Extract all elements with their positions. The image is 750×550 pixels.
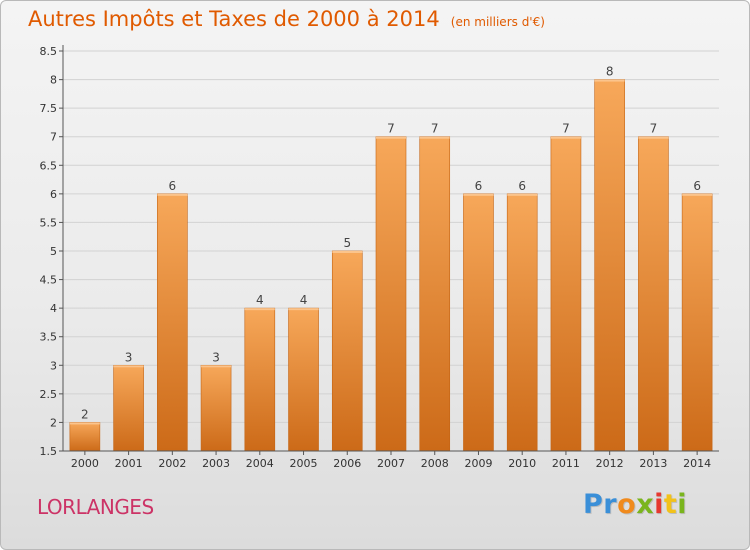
bar-highlight [69,422,100,425]
y-tick-label: 2.5 [40,388,58,401]
bar [375,136,407,452]
bar [331,250,363,452]
data-label: 2 [81,407,89,421]
bar [550,136,582,452]
x-tick-label: 2000 [71,457,99,470]
bars [69,79,713,452]
bar-highlight [682,193,713,196]
bar [200,364,232,452]
y-tick-label: 2 [50,416,57,429]
bar-highlight [113,365,144,368]
bar [69,422,101,452]
y-tick-labels: 1.5 2 2.5 3 3.5 4 4.5 5 5.5 6 6.5 7 7.5 8 8.5 [40,45,58,458]
x-tick-label: 2006 [333,457,361,470]
y-tick-label: 6 [50,188,57,201]
data-label: 3 [212,350,220,364]
axes [59,45,719,455]
y-tick-label: 6.5 [40,159,58,172]
logo-letter: t [663,489,678,520]
data-label: 7 [387,122,395,136]
y-tick-label: 5 [50,245,57,258]
chart-title: Autres Impôts et Taxes de 2000 à 2014 (e… [28,7,545,31]
bar-highlight [638,136,669,139]
y-tick-label: 3.5 [40,331,58,344]
bar-highlight [288,308,319,311]
bar-highlight [507,193,538,196]
y-tick-label: 8.5 [40,45,58,58]
data-label: 4 [300,293,308,307]
bar [594,79,625,452]
data-label: 5 [343,236,351,250]
data-label: 6 [169,179,177,193]
bar-highlight [244,308,275,311]
logo-letter: P [583,489,604,520]
bar [113,364,144,452]
x-tick-label: 2004 [246,457,274,470]
data-label: 7 [562,122,570,136]
bar-highlight [157,193,188,196]
bar [244,307,276,452]
bar [157,193,188,452]
x-tick-label: 2001 [115,457,143,470]
data-label: 7 [650,122,658,136]
data-label: 4 [256,293,264,307]
bar-highlight [332,251,363,253]
y-tick-label: 7.5 [40,102,58,115]
x-tick-label: 2014 [683,457,711,470]
logo-letter: i [677,489,688,520]
data-label: 6 [693,179,701,193]
x-tick-label: 2009 [464,457,492,470]
data-label: 6 [518,179,526,193]
x-tick-label: 2010 [508,457,536,470]
y-tick-label: 5.5 [40,216,58,229]
y-tick-label: 4.5 [40,274,58,287]
x-tick-label: 2002 [158,457,186,470]
logo-letter: x [636,489,655,520]
commune-name: LORLANGES [37,495,154,519]
proxiti-logo: Proxiti [583,489,687,520]
bar-highlight [201,365,232,368]
y-tick-label: 3 [50,359,57,372]
data-label: 6 [475,179,483,193]
bar [638,136,669,452]
chart-title-unit: (en milliers d'€) [450,15,545,29]
data-label: 8 [606,65,614,79]
bar-highlight [376,136,406,139]
bar [419,136,451,452]
bar [288,307,319,452]
x-tick-labels: 2000 2001 2002 2003 2004 2005 2006 2007 2008 2009… [71,457,711,470]
x-tick-label: 2007 [377,457,405,470]
data-label: 3 [125,350,133,364]
x-tick-label: 2012 [596,457,624,470]
logo-letter: o [617,489,637,520]
x-tick-label: 2008 [421,457,449,470]
bar-highlight [594,79,625,82]
logo-letter: i [654,489,664,520]
chart-title-main: Autres Impôts et Taxes de 2000 à 2014 [28,7,440,31]
bar-highlight [550,136,581,139]
x-tick-label: 2013 [639,457,667,470]
x-tick-label: 2003 [202,457,230,470]
y-tick-label: 1.5 [40,445,58,458]
data-labels: 2 3 6 3 4 4 5 7 7 6 6 7 8 7 6 [81,65,701,422]
y-tick-label: 7 [50,131,57,144]
bar [681,193,713,452]
data-label: 7 [431,122,439,136]
bar-highlight [419,136,450,139]
bar [463,193,494,452]
logo-letter: r [603,489,618,520]
x-tick-label: 2005 [290,457,318,470]
y-tick-label: 4 [50,302,57,315]
bar-highlight [463,193,494,196]
x-tick-label: 2011 [552,457,580,470]
bar [506,193,538,452]
y-tick-label: 8 [50,74,57,87]
